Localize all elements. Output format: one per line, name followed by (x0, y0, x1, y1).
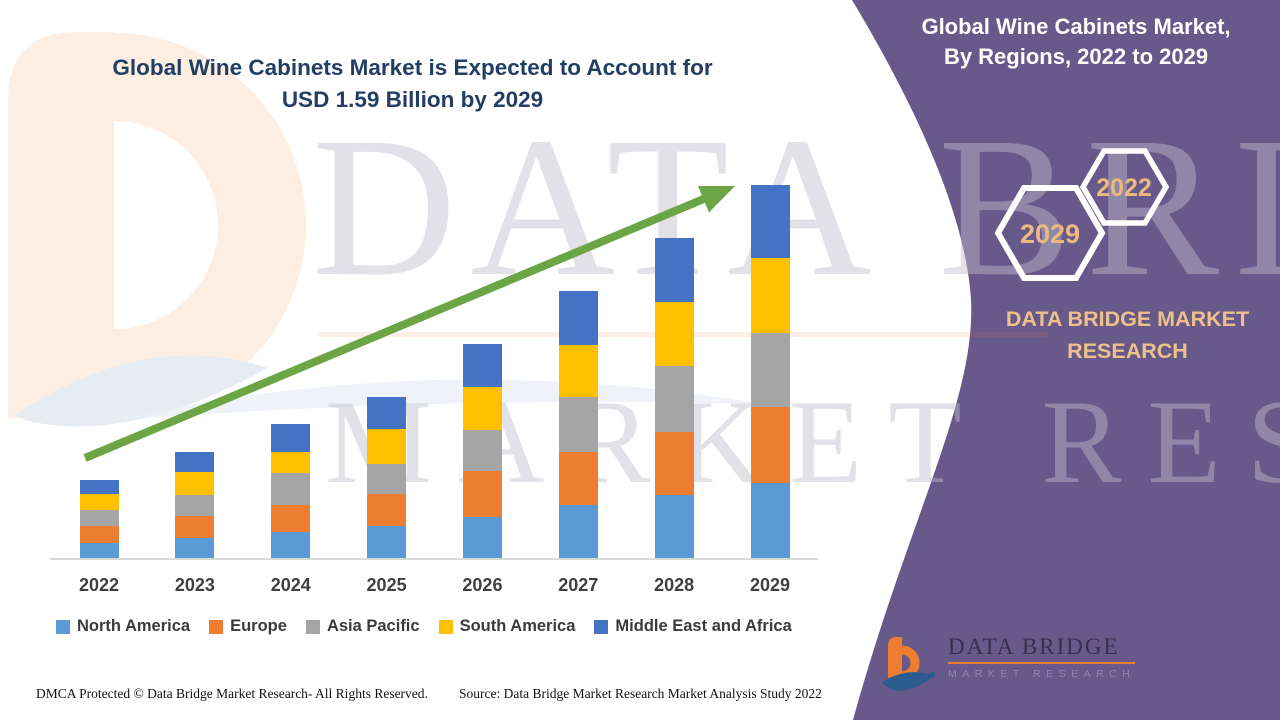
stacked-bar-2024 (271, 424, 311, 558)
bar-segment-north-america (558, 504, 598, 558)
bar-segment-south-america (271, 452, 311, 474)
legend-item-middle-east-and-africa: Middle East and Africa (594, 617, 792, 636)
legend-swatch (305, 619, 320, 634)
x-axis-label-2025: 2025 (366, 575, 407, 595)
chart-title: Global Wine Cabinets Market is Expected … (60, 52, 765, 116)
bar-segment-middle-east-and-africa (558, 291, 598, 345)
bar-segment-asia-pacific (558, 397, 598, 452)
bar-segment-north-america (654, 494, 694, 558)
bar-segment-middle-east-and-africa (271, 424, 311, 452)
bar-segment-north-america (367, 526, 407, 558)
bar-segment-north-america (79, 543, 119, 558)
bar-segment-middle-east-and-africa (654, 237, 694, 302)
hexagon-2029-label: 2029 (1020, 219, 1080, 249)
side-panel-title: Global Wine Cabinets Market, By Regions,… (880, 12, 1272, 72)
bar-segment-north-america (271, 531, 311, 558)
bar-segment-asia-pacific (462, 429, 502, 471)
data-bridge-logo: DATA BRIDGE MARKET RESEARCH (882, 634, 1136, 694)
bar-segment-europe (750, 406, 790, 483)
x-axis-label-2029: 2029 (749, 575, 791, 595)
x-axis-label-2028: 2028 (654, 575, 695, 595)
hexagon-2022-label: 2022 (1096, 174, 1152, 202)
logo-b-icon (882, 637, 935, 691)
stacked-bar-2022 (79, 480, 119, 558)
bar-segment-middle-east-and-africa (750, 185, 790, 258)
legend-swatch (209, 619, 224, 634)
bar-segment-asia-pacific (175, 494, 215, 517)
hexagon-2022 (1079, 148, 1170, 226)
bar-segment-north-america (462, 516, 502, 558)
bar-segment-europe (271, 505, 311, 532)
bar-segment-asia-pacific (79, 510, 119, 527)
x-axis-line (50, 558, 818, 560)
legend-item-europe: Europe (209, 617, 287, 636)
bar-segment-middle-east-and-africa (367, 397, 407, 430)
bar-segment-south-america (558, 345, 598, 398)
legend-label: South America (459, 617, 576, 635)
bar-segment-asia-pacific (654, 365, 694, 432)
stacked-bar-2029 (750, 185, 790, 558)
brand-name-text: DATA BRIDGE MARKET RESEARCH (1005, 307, 1250, 363)
x-axis-label-2027: 2027 (558, 575, 599, 595)
hexagon-2029 (994, 185, 1106, 281)
stacked-bar-2025 (367, 397, 407, 558)
side-panel-title-line2: By Regions, 2022 to 2029 (943, 44, 1209, 69)
bar-segment-south-america (750, 257, 790, 334)
bar-segment-europe (79, 526, 119, 543)
chart-title-line2: USD 1.59 Billion by 2029 (281, 87, 544, 112)
bar-segment-europe (462, 470, 502, 517)
bar-segment-south-america (175, 471, 215, 495)
legend-label: Asia Pacific (326, 617, 420, 635)
bar-segment-asia-pacific (367, 464, 407, 495)
logo-name: DATA BRIDGE (948, 634, 1136, 664)
legend-label: North America (77, 617, 191, 635)
legend-item-asia-pacific: Asia Pacific (305, 617, 420, 636)
legend-swatch (56, 619, 70, 634)
bar-segment-middle-east-and-africa (79, 480, 119, 495)
bar-segment-europe (175, 516, 215, 539)
bar-segment-middle-east-and-africa (462, 344, 502, 388)
legend-swatch (594, 619, 609, 634)
stacked-bar-2028 (654, 237, 694, 558)
brand-b-watermark (8, 32, 762, 427)
x-axis-label-2022: 2022 (78, 575, 120, 595)
bar-segment-middle-east-and-africa (175, 451, 215, 472)
legend-item-south-america: South America (438, 617, 576, 636)
stacked-bar-2026 (462, 344, 502, 558)
legend-label: Middle East and Africa (615, 617, 792, 635)
legend-label: Europe (230, 617, 287, 635)
chart-title-line1: Global Wine Cabinets Market is Expected … (112, 55, 713, 80)
stacked-bar-2027 (558, 291, 598, 558)
bar-segment-north-america (175, 538, 215, 558)
x-axis-label-2023: 2023 (174, 575, 215, 595)
legend-item-north-america: North America (56, 617, 190, 636)
side-panel-title-line1: Global Wine Cabinets Market, (921, 14, 1231, 39)
bar-segment-asia-pacific (750, 333, 790, 407)
bar-segment-south-america (367, 429, 407, 465)
bar-segment-europe (558, 451, 598, 505)
source-note: Source: Data Bridge Market Research Mark… (459, 686, 822, 701)
logo-subtitle: MARKET RESEARCH (948, 668, 1136, 680)
bar-segment-south-america (462, 387, 502, 430)
bar-segment-south-america (79, 494, 119, 511)
year-hexagons: 2029 2022 (994, 148, 1170, 281)
bar-segment-asia-pacific (271, 473, 311, 505)
x-axis-label-2026: 2026 (462, 575, 503, 595)
legend: North America Europe Asia Pacific South Ame… (56, 617, 836, 636)
bar-segment-north-america (750, 482, 790, 558)
stacked-bar-2023 (175, 451, 215, 558)
bar-segment-south-america (654, 301, 694, 366)
x-axis-label-2024: 2024 (270, 575, 311, 595)
bar-segment-europe (367, 494, 407, 527)
bar-segment-europe (654, 431, 694, 495)
legend-swatch (438, 619, 453, 634)
dmca-notice: DMCA Protected © Data Bridge Market Rese… (36, 686, 428, 701)
